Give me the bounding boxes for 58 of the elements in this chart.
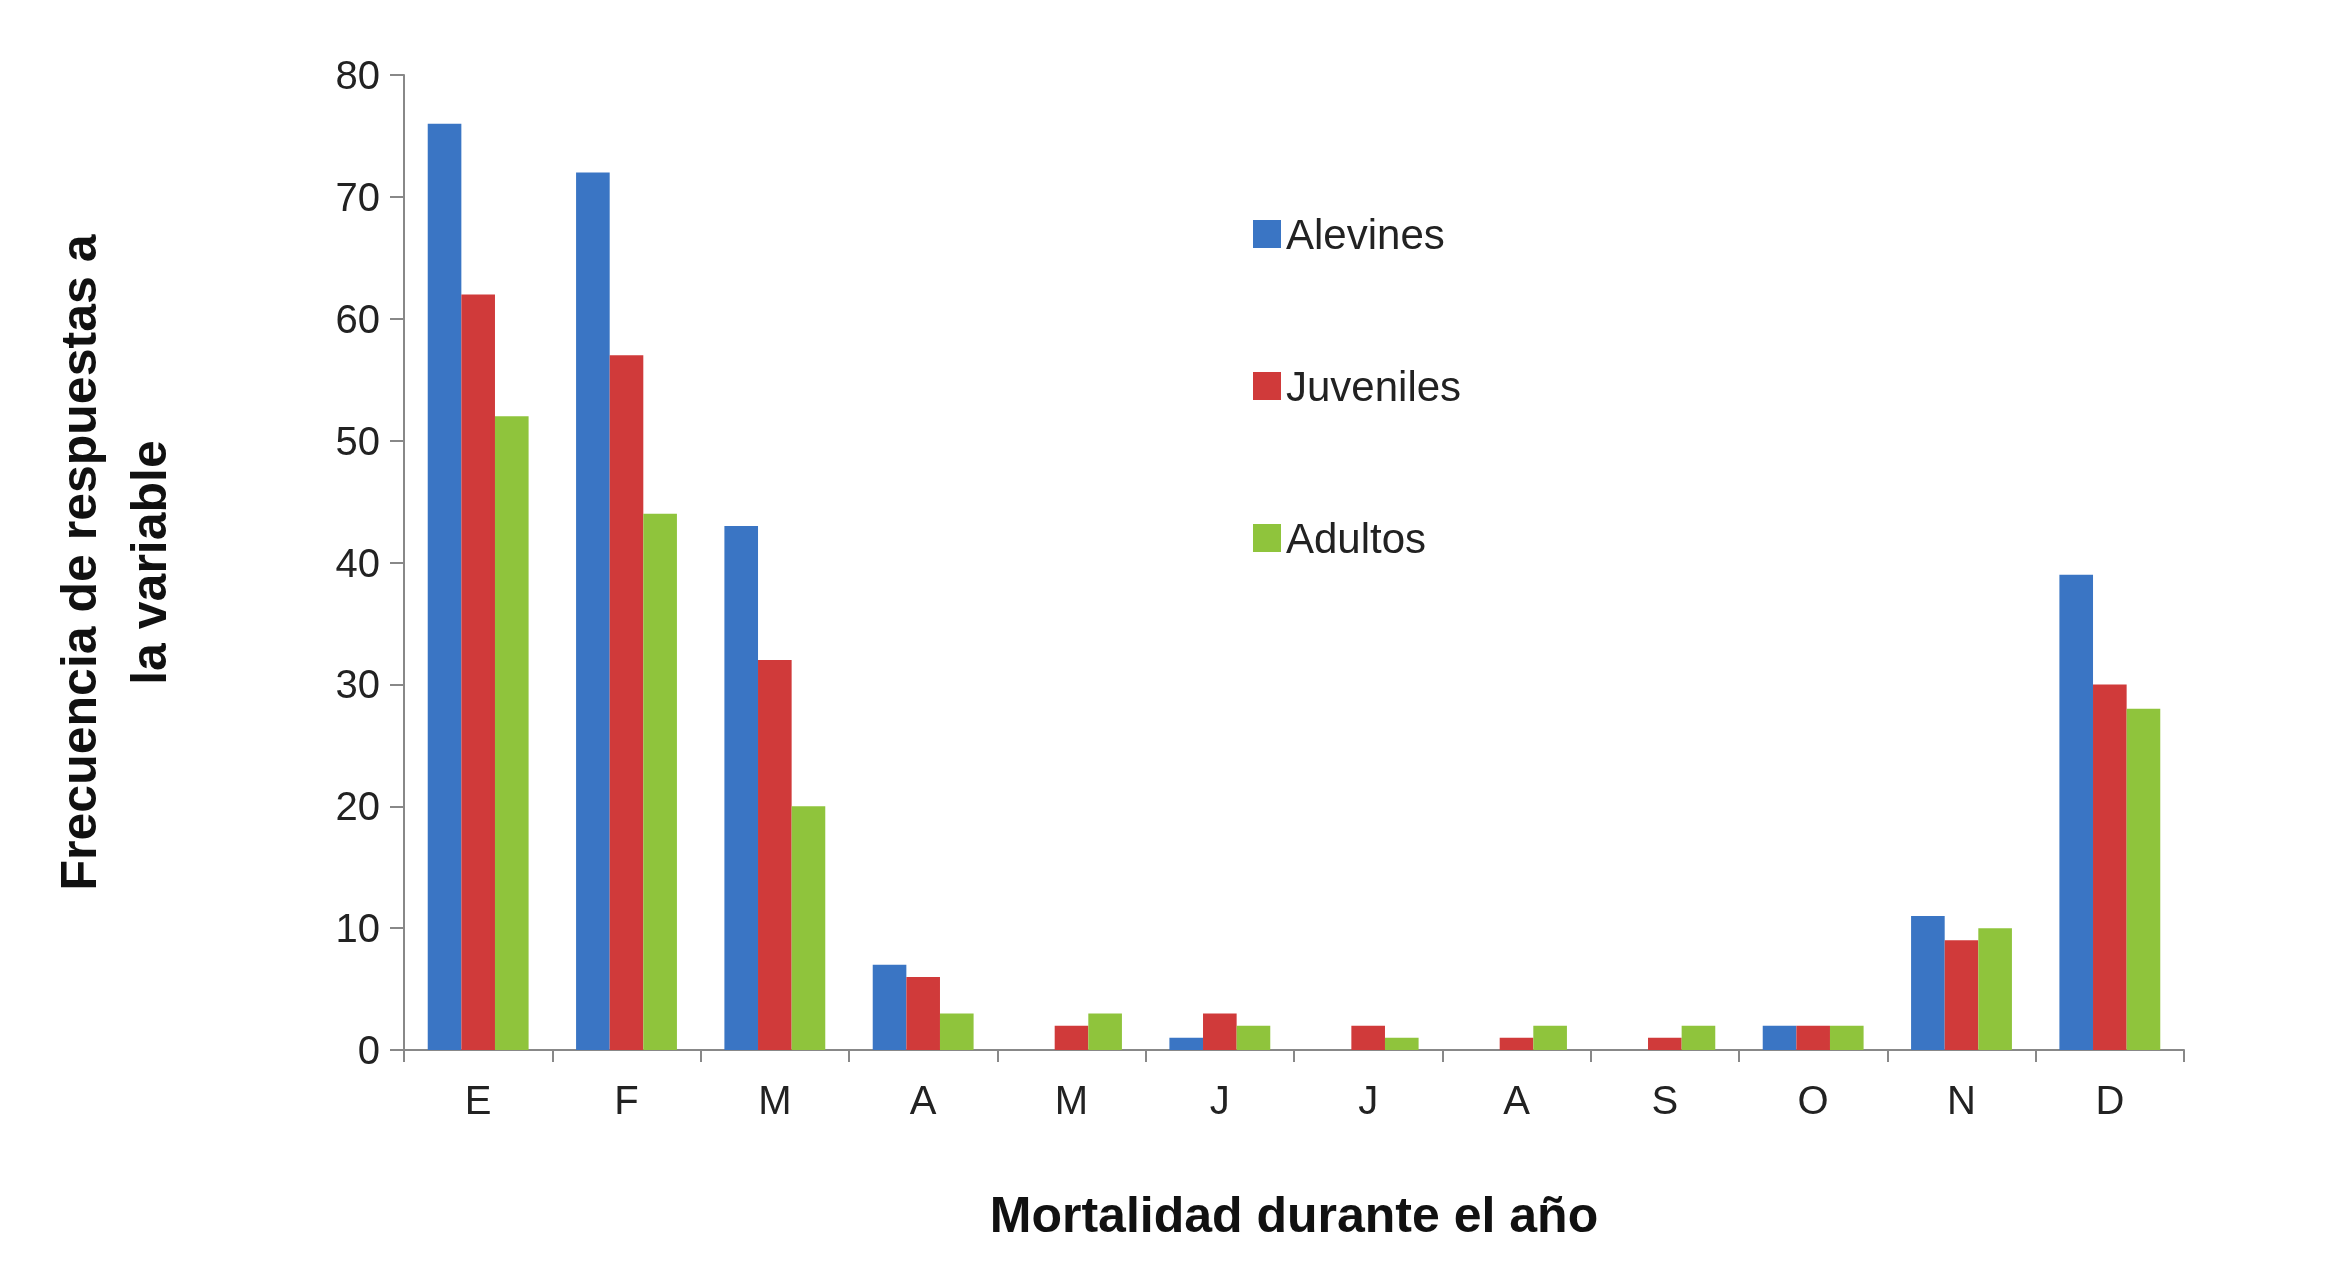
x-tick-label: A: [1503, 1078, 1531, 1122]
y-tick-label: 70: [335, 174, 380, 219]
x-tick-label: D: [2095, 1078, 2125, 1122]
legend-label: Juveniles: [1286, 362, 1462, 410]
bar: [494, 416, 529, 1050]
bar: [1648, 1037, 1682, 1050]
bar: [1236, 1025, 1271, 1050]
x-tick-label: J: [1358, 1078, 1379, 1122]
x-tick-label: M: [758, 1078, 792, 1122]
bar: [1499, 1037, 1534, 1050]
x-tick-label: N: [1947, 1078, 1976, 1122]
bar: [906, 976, 940, 1050]
x-tick-label: F: [614, 1078, 639, 1122]
bar: [724, 525, 759, 1050]
bar: [1169, 1037, 1204, 1050]
y-tick-label: 50: [335, 418, 380, 463]
x-tick-label: S: [1651, 1078, 1679, 1122]
bar: [1203, 1013, 1237, 1050]
bar: [1681, 1025, 1716, 1050]
bar: [1054, 1025, 1089, 1050]
y-tick-label: 30: [335, 662, 380, 707]
y-tick-label: 10: [335, 906, 380, 951]
bar: [1533, 1025, 1567, 1050]
legend-label: Alevines: [1286, 210, 1445, 258]
x-tick-label: A: [909, 1078, 937, 1122]
bar: [758, 660, 792, 1050]
bar: [1829, 1025, 1864, 1050]
bar: [609, 355, 644, 1050]
x-tick-label: E: [464, 1078, 492, 1122]
bar: [1762, 1025, 1797, 1050]
y-tick-label: 40: [335, 540, 380, 585]
bar: [427, 123, 462, 1050]
bar: [939, 1013, 974, 1050]
bar: [2126, 708, 2161, 1050]
y-tick-label: 60: [335, 296, 380, 341]
bar: [1978, 928, 2012, 1050]
y-tick-label: 0: [357, 1028, 380, 1072]
bar: [643, 513, 677, 1050]
x-tick-label: M: [1054, 1078, 1089, 1122]
bar: [791, 806, 826, 1050]
bar: [1944, 940, 1979, 1050]
x-tick-label: J: [1209, 1078, 1230, 1122]
bar: [1088, 1013, 1122, 1050]
bar: [2093, 684, 2127, 1050]
bar: [1384, 1037, 1419, 1050]
y-tick-label: 80: [335, 53, 380, 97]
x-axis-title: Mortalidad durante el año: [989, 1187, 1599, 1243]
legend-label: Adultos: [1286, 514, 1427, 562]
bar: [872, 964, 907, 1050]
bar: [1796, 1025, 1830, 1050]
y-axis-title: Frecuencia de respuestas a la variable: [51, 233, 177, 891]
y-tick-label: 20: [335, 784, 380, 829]
bar: [576, 172, 610, 1050]
bar: [2059, 574, 2094, 1050]
bar: [1351, 1025, 1385, 1050]
bar: [461, 294, 495, 1050]
x-tick-label: O: [1797, 1078, 1829, 1122]
bar: [1911, 915, 1945, 1050]
